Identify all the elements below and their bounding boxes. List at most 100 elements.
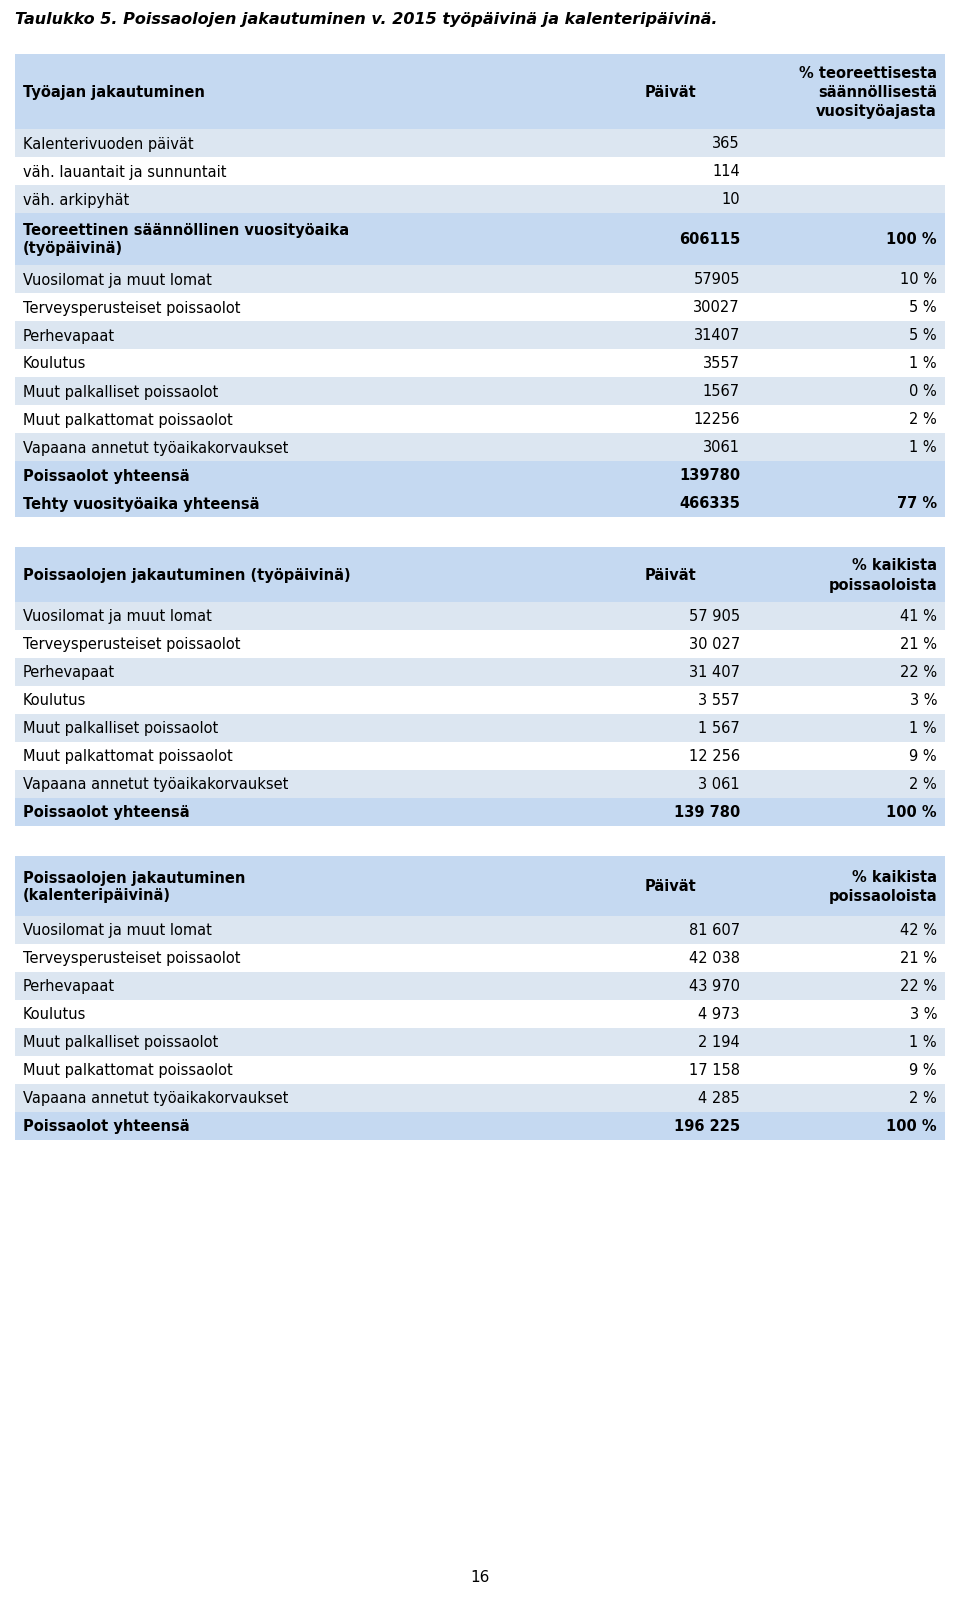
Text: Poissaolot yhteensä: Poissaolot yhteensä [23,468,190,484]
Text: 3061: 3061 [703,440,740,455]
Text: % kaikista
poissaoloista: % kaikista poissaoloista [828,558,937,593]
Bar [15,548,945,603]
Text: % teoreettisesta
säännöllisestä
vuosityöajasta: % teoreettisesta säännöllisestä vuosityö… [799,66,937,119]
Text: Teoreettinen säännöllinen vuosityöaika
(työpäivinä): Teoreettinen säännöllinen vuosityöaika (… [23,223,349,257]
Bar [15,321,945,350]
Text: 114: 114 [712,164,740,180]
Bar [15,350,945,378]
Text: 1 %: 1 % [909,440,937,455]
Text: 606115: 606115 [679,233,740,247]
Text: 3 %: 3 % [909,1008,937,1022]
Text: Perhevapaat: Perhevapaat [23,328,115,344]
Text: 1567: 1567 [703,384,740,399]
Text: Päivät: Päivät [644,879,696,893]
Bar [15,434,945,461]
Text: 22 %: 22 % [900,665,937,680]
Text: Poissaolot yhteensä: Poissaolot yhteensä [23,805,190,820]
Bar [15,405,945,434]
Text: 42 %: 42 % [900,922,937,938]
Bar [15,55,945,130]
Text: 5 %: 5 % [909,301,937,315]
Text: 30027: 30027 [693,301,740,315]
Text: 12 256: 12 256 [689,749,740,763]
Text: Muut palkattomat poissaolot: Muut palkattomat poissaolot [23,749,232,763]
Text: 9 %: 9 % [909,749,937,763]
Bar [15,770,945,799]
Text: Poissaolojen jakautuminen
(kalenteripäivinä): Poissaolojen jakautuminen (kalenteripäiv… [23,871,246,903]
Bar [15,1028,945,1056]
Text: Vuosilomat ja muut lomat: Vuosilomat ja muut lomat [23,922,212,938]
Text: 21 %: 21 % [900,636,937,652]
Text: 100 %: 100 % [886,1118,937,1135]
Text: 31407: 31407 [694,328,740,344]
Bar [15,715,945,742]
Text: Vapaana annetut työaikakorvaukset: Vapaana annetut työaikakorvaukset [23,1091,288,1106]
Bar [15,490,945,517]
Bar [15,659,945,686]
Text: Poissaolojen jakautuminen (työpäivinä): Poissaolojen jakautuminen (työpäivinä) [23,567,350,583]
Text: 30 027: 30 027 [688,636,740,652]
Bar [15,1001,945,1028]
Text: Päivät: Päivät [644,85,696,100]
Text: 3 %: 3 % [909,693,937,709]
Text: 12256: 12256 [693,413,740,427]
Text: Terveysperusteiset poissaolot: Terveysperusteiset poissaolot [23,636,241,652]
Bar [15,294,945,321]
Text: Koulutus: Koulutus [23,693,86,709]
Text: Terveysperusteiset poissaolot: Terveysperusteiset poissaolot [23,301,241,315]
Bar [15,799,945,826]
Text: 42 038: 42 038 [689,951,740,966]
Text: Vapaana annetut työaikakorvaukset: Vapaana annetut työaikakorvaukset [23,440,288,455]
Text: Koulutus: Koulutus [23,357,86,371]
Text: 2 194: 2 194 [698,1035,740,1049]
Bar [15,265,945,294]
Text: 22 %: 22 % [900,979,937,993]
Text: % kaikista
poissaoloista: % kaikista poissaoloista [828,869,937,903]
Text: väh. arkipyhät: väh. arkipyhät [23,193,130,207]
Text: 81 607: 81 607 [689,922,740,938]
Text: 4 973: 4 973 [698,1008,740,1022]
Bar [15,916,945,945]
Text: 1 %: 1 % [909,357,937,371]
Text: 365: 365 [712,137,740,151]
Text: 3557: 3557 [703,357,740,371]
Text: Tehty vuosityöaika yhteensä: Tehty vuosityöaika yhteensä [23,497,259,511]
Bar [15,603,945,630]
Bar [15,157,945,186]
Text: 17 158: 17 158 [689,1062,740,1078]
Bar [15,686,945,715]
Text: 1 567: 1 567 [698,722,740,736]
Text: 139780: 139780 [679,468,740,484]
Text: Kalenterivuoden päivät: Kalenterivuoden päivät [23,137,194,151]
Text: 43 970: 43 970 [689,979,740,993]
Text: 1 %: 1 % [909,1035,937,1049]
Bar [15,857,945,916]
Text: 57 905: 57 905 [689,609,740,624]
Text: 41 %: 41 % [900,609,937,624]
Text: Muut palkattomat poissaolot: Muut palkattomat poissaolot [23,413,232,427]
Bar [15,742,945,770]
Text: väh. lauantait ja sunnuntait: väh. lauantait ja sunnuntait [23,164,227,180]
Text: 100 %: 100 % [886,805,937,820]
Text: Päivät: Päivät [644,567,696,583]
Text: 1 %: 1 % [909,722,937,736]
Text: 2 %: 2 % [909,1091,937,1106]
Text: Muut palkalliset poissaolot: Muut palkalliset poissaolot [23,384,218,399]
Text: 10 %: 10 % [900,272,937,288]
Text: Terveysperusteiset poissaolot: Terveysperusteiset poissaolot [23,951,241,966]
Text: 31 407: 31 407 [689,665,740,680]
Text: Muut palkalliset poissaolot: Muut palkalliset poissaolot [23,1035,218,1049]
Text: 57905: 57905 [693,272,740,288]
Text: 4 285: 4 285 [698,1091,740,1106]
Text: Vapaana annetut työaikakorvaukset: Vapaana annetut työaikakorvaukset [23,778,288,792]
Text: Muut palkalliset poissaolot: Muut palkalliset poissaolot [23,722,218,736]
Text: 0 %: 0 % [909,384,937,399]
Text: 10: 10 [721,193,740,207]
Text: Koulutus: Koulutus [23,1008,86,1022]
Text: Muut palkattomat poissaolot: Muut palkattomat poissaolot [23,1062,232,1078]
Text: 3 557: 3 557 [698,693,740,709]
Bar [15,1112,945,1141]
Bar [15,461,945,490]
Text: Perhevapaat: Perhevapaat [23,979,115,993]
Text: 5 %: 5 % [909,328,937,344]
